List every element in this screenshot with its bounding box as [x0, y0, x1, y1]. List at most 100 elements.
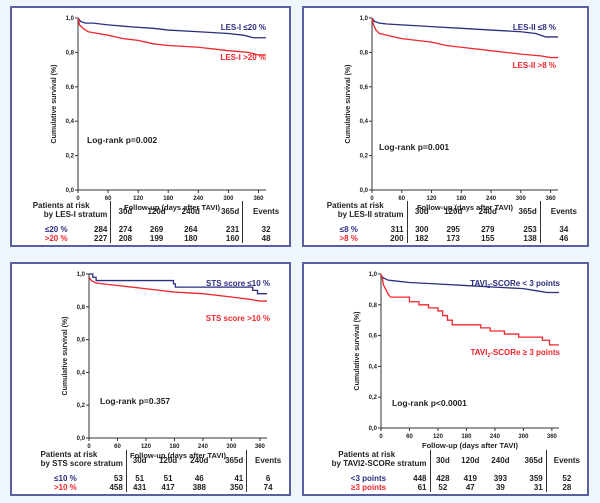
at-risk-value: 31 [533, 483, 543, 492]
y-axis-label: Cumulative survival (%) [51, 65, 58, 144]
x-tick-label: 60 [105, 196, 112, 202]
y-tick-label: 0,8 [360, 50, 369, 56]
y-tick-label: 1,0 [360, 16, 369, 22]
survival-curve-low-risk [380, 275, 559, 294]
y-tick-label: 0,4 [360, 119, 369, 125]
patients-at-risk-table: Patients at risk by LES-II stratum 30d 120d… [304, 201, 587, 243]
survival-curve-high-risk [88, 276, 267, 302]
at-risk-value: 264 [184, 225, 198, 234]
x-tick-label: 120 [141, 444, 152, 450]
risk-column-header: 240d [491, 456, 510, 465]
x-tick-label: 180 [456, 196, 467, 202]
risk-table-row: >20 % 227 208 199 180 160 48 [12, 234, 289, 243]
survival-curve-high-risk [371, 17, 558, 59]
stratum-n: 458 [109, 483, 123, 492]
y-tick-label: 0,8 [66, 50, 75, 56]
events-value: 32 [242, 219, 289, 234]
stratum-n: 61 [417, 483, 427, 492]
stratum-n: 284 [94, 225, 108, 234]
y-axis-label: Cumulative survival (%) [62, 317, 69, 396]
at-risk-value: 431 [125, 483, 153, 492]
at-risk-value: 155 [481, 234, 495, 243]
risk-column-header: 365d [518, 207, 537, 216]
y-tick-label: 0,6 [369, 334, 378, 340]
x-tick-label: 240 [193, 196, 204, 202]
stratum-label: ≤10 % [54, 474, 77, 483]
survival-curve-low-risk [77, 17, 266, 39]
x-axis-label: Follow-up (days after TAVI) [124, 203, 220, 212]
survival-chart: 0,0 0,2 0,4 0,6 0,8 1,0 0 60 120 180 240 300 360 Foll… [345, 16, 558, 212]
at-risk-value: 295 [446, 225, 460, 234]
risk-column-header: 365d [225, 456, 244, 465]
risk-column-header: 365d [221, 207, 240, 216]
risk-table-header-label: Patients at risk by LES-II stratum [304, 201, 407, 219]
risk-column-header: 30d [110, 201, 140, 219]
risk-table-header-label: Patients at risk by TAVI2-SCORe stratum [304, 450, 430, 468]
km-panel-les-ii: 0,0 0,2 0,4 0,6 0,8 1,0 0 60 120 180 240 300 360 Foll… [302, 6, 589, 247]
at-risk-value: 231 [225, 225, 240, 234]
x-tick-label: 180 [163, 196, 174, 202]
y-tick-label: 1,0 [77, 272, 86, 278]
x-tick-label: 300 [518, 434, 529, 440]
y-tick-label: 0,0 [66, 188, 75, 194]
survival-chart: 0,0 0,2 0,4 0,6 0,8 1,0 0 60 120 180 240 300 360 Foll… [354, 272, 561, 450]
risk-column-header: 30d [429, 450, 456, 468]
series-label: TAVI2-SCORe < 3 points [470, 279, 560, 290]
series-label: LES-I >20 % [220, 53, 266, 62]
x-tick-label: 180 [169, 444, 180, 450]
stratum-label: ≤8 % [339, 225, 358, 234]
at-risk-value: 52 [429, 483, 456, 492]
x-tick-label: 60 [398, 196, 405, 202]
y-tick-label: 1,0 [369, 272, 378, 278]
series-label: STS score ≤10 % [206, 279, 270, 288]
risk-column-header: Events [539, 201, 587, 219]
stratum-n: 311 [390, 225, 404, 234]
y-tick-label: 0,8 [369, 303, 378, 309]
x-tick-label: 240 [486, 196, 497, 202]
at-risk-value: 160 [225, 234, 240, 243]
events-value: 34 [539, 219, 587, 234]
at-risk-value: 46 [194, 474, 204, 483]
risk-table-row: <3 points 448 428 419 393 359 52 [304, 468, 587, 483]
risk-column-header: 240d [478, 207, 497, 216]
risk-column-header: 120d [461, 456, 480, 465]
risk-column-header: 30d [125, 450, 153, 468]
km-panel-les-i: 0,0 0,2 0,4 0,6 0,8 1,0 0 60 120 180 240 300 360 Foll… [10, 6, 291, 247]
events-value: 28 [545, 483, 587, 492]
y-axis-label: Cumulative survival (%) [354, 312, 361, 391]
risk-column-header: Events [242, 201, 289, 219]
risk-table-row: ≤8 % 311 300 295 279 253 34 [304, 219, 587, 234]
risk-column-header: 120d [147, 207, 166, 216]
km-panel-sts-score: 0,0 0,2 0,4 0,6 0,8 1,0 0 60 120 180 240 300 360 Foll… [10, 262, 291, 496]
x-tick-label: 180 [461, 434, 472, 440]
risk-header-line: by LES-I stratum [43, 210, 108, 219]
patients-at-risk-table: Patients at risk by TAVI2-SCORe stratum 30… [304, 450, 587, 492]
risk-column-header: 30d [406, 201, 436, 219]
survival-chart: 0,0 0,2 0,4 0,6 0,8 1,0 0 60 120 180 240 300 360 Foll… [62, 272, 270, 460]
at-risk-value: 180 [184, 234, 198, 243]
risk-table-header-label: Patients at risk by STS score stratum [12, 450, 126, 468]
x-tick-label: 120 [133, 196, 144, 202]
at-risk-value: 417 [161, 483, 175, 492]
x-tick-label: 240 [490, 434, 501, 440]
x-tick-label: 240 [198, 444, 209, 450]
stratum-label: >20 % [44, 234, 68, 243]
risk-column-header: 240d [190, 456, 209, 465]
survival-chart: 0,0 0,2 0,4 0,6 0,8 1,0 0 60 120 180 240 300 360 Foll… [51, 16, 266, 212]
y-tick-label: 0,2 [360, 154, 369, 160]
at-risk-value: 182 [406, 234, 436, 243]
at-risk-value: 279 [481, 225, 495, 234]
risk-column-header: 120d [444, 207, 463, 216]
risk-header-line: by LES-II stratum [337, 210, 404, 219]
y-tick-label: 0,6 [66, 85, 75, 91]
survival-curve-high-risk [380, 273, 559, 346]
risk-header-line: Patients at risk [326, 201, 384, 210]
risk-column-header: 240d [181, 207, 200, 216]
at-risk-value: 428 [429, 468, 456, 483]
stratum-label: ≥3 points [351, 483, 387, 492]
stratum-label: <3 points [350, 474, 387, 483]
x-tick-label: 360 [255, 444, 266, 450]
risk-table-row: >8 % 200 182 173 155 138 46 [304, 234, 587, 243]
km-panel-tavi2-score: 0,0 0,2 0,4 0,6 0,8 1,0 0 60 120 180 240 300 360 Foll… [302, 262, 589, 496]
y-tick-label: 0,4 [369, 364, 378, 370]
